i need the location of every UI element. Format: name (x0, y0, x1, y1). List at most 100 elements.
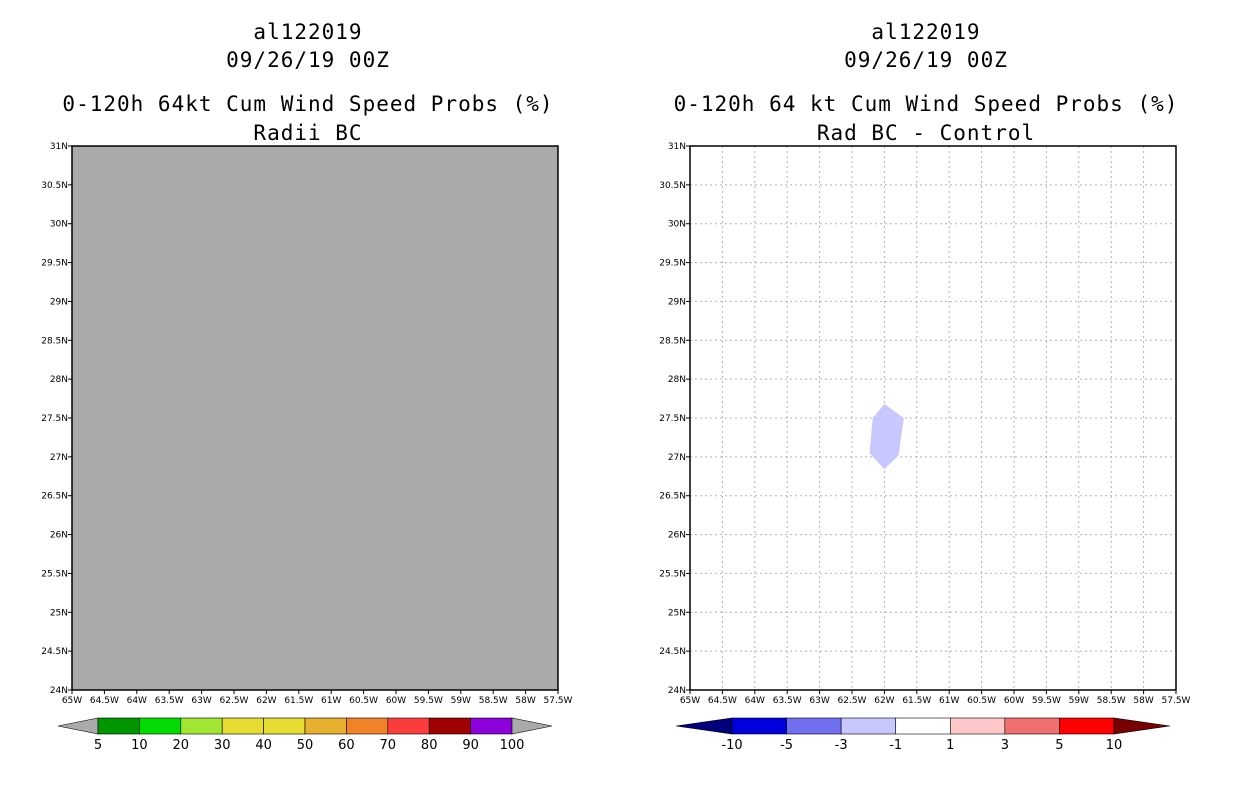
left-valid-time: 09/26/19 00Z (226, 48, 390, 72)
colorbar-label: 5 (1055, 738, 1063, 753)
x-tick-label: 64W (745, 696, 765, 706)
colorbar-low-triangle (675, 717, 733, 735)
colorbar-segment (97, 717, 140, 735)
colorbar-label: 3 (1001, 738, 1009, 753)
y-tick-label: 24N (668, 686, 686, 696)
y-tick-label: 30N (50, 220, 68, 230)
y-tick-label: 28N (668, 375, 686, 385)
right-storm-id: al122019 (871, 20, 981, 44)
colorbar-label: -1 (889, 738, 902, 753)
y-tick-label: 31N (668, 142, 686, 152)
x-tick-label: 63W (191, 696, 211, 706)
y-tick-label: 27N (50, 453, 68, 463)
y-tick-label: 24.5N (41, 647, 68, 657)
colorbar-label: 10 (131, 738, 148, 753)
y-tick-label: 26N (50, 531, 68, 541)
x-tick-label: 63.5W (773, 696, 802, 706)
colorbar-segment (221, 717, 264, 735)
colorbar-label: -3 (835, 738, 848, 753)
x-tick-label: 64.5W (708, 696, 737, 706)
y-tick-label: 29.5N (659, 259, 686, 269)
y-tick-label: 24.5N (659, 647, 686, 657)
x-tick-label: 62W (874, 696, 894, 706)
colorbar-segment (346, 717, 389, 735)
x-tick-label: 61.5W (284, 696, 313, 706)
colorbar-segment (1059, 717, 1115, 735)
x-tick-label: 59.5W (1032, 696, 1061, 706)
x-tick-label: 58W (515, 696, 535, 706)
colorbar-label: 10 (1106, 738, 1123, 753)
y-tick-label: 25N (50, 608, 68, 618)
x-tick-label: 65W (680, 696, 700, 706)
x-tick-label: 60.5W (967, 696, 996, 706)
colorbar-label: 60 (338, 738, 355, 753)
x-tick-label: 61W (939, 696, 959, 706)
colorbar-label: 90 (462, 738, 479, 753)
y-tick-label: 30N (668, 220, 686, 230)
colorbar-segment (139, 717, 182, 735)
colorbar-label: 20 (173, 738, 190, 753)
x-tick-label: 60W (1004, 696, 1024, 706)
y-tick-label: 26N (668, 531, 686, 541)
y-tick-label: 29N (50, 297, 68, 307)
x-tick-label: 60W (386, 696, 406, 706)
colorbar-segment (180, 717, 223, 735)
colorbar-segment (949, 717, 1006, 735)
x-tick-label: 63.5W (155, 696, 184, 706)
colorbar-label: 1 (946, 738, 954, 753)
x-tick-label: 60.5W (349, 696, 378, 706)
y-tick-label: 28N (50, 375, 68, 385)
x-tick-label: 64W (127, 696, 147, 706)
y-tick-label: 31N (50, 142, 68, 152)
x-tick-label: 58.5W (1097, 696, 1126, 706)
x-tick-label: 64.5W (90, 696, 119, 706)
x-tick-label: 61W (321, 696, 341, 706)
colorbar-segment (786, 717, 842, 735)
right-subtitle: Rad BC - Control (816, 121, 1036, 145)
x-tick-label: 58.5W (479, 696, 508, 706)
colorbar-label: 100 (500, 738, 525, 753)
y-tick-label: 27.5N (659, 414, 686, 424)
y-tick-label: 28.5N (41, 336, 68, 346)
y-tick-label: 25N (668, 608, 686, 618)
colorbar-label: 80 (421, 738, 438, 753)
y-tick-label: 24N (50, 686, 68, 696)
x-tick-label: 59.5W (414, 696, 443, 706)
x-tick-label: 63W (809, 696, 829, 706)
y-tick-label: 25.5N (41, 569, 68, 579)
colorbar-segment (1004, 717, 1060, 735)
colorbar-label: 5 (94, 738, 102, 753)
y-tick-label: 28.5N (659, 336, 686, 346)
y-tick-label: 27.5N (41, 414, 68, 424)
colorbar-high-triangle (511, 717, 553, 735)
x-tick-label: 62W (256, 696, 276, 706)
colorbar-segment (895, 717, 951, 735)
colorbar-segment (731, 717, 787, 735)
colorbar-segment (387, 717, 430, 735)
colorbar-label: -5 (780, 738, 793, 753)
x-tick-label: 58W (1133, 696, 1153, 706)
left-title: 0-120h 64kt Cum Wind Speed Probs (%) (62, 92, 554, 116)
colorbar-label: 30 (214, 738, 231, 753)
colorbar-high-triangle (1113, 717, 1171, 735)
colorbar-label: 40 (255, 738, 272, 753)
y-tick-label: 26.5N (41, 492, 68, 502)
x-tick-label: 65W (62, 696, 82, 706)
y-tick-label: 30.5N (659, 181, 686, 191)
y-tick-label: 29N (668, 297, 686, 307)
left-storm-id: al122019 (253, 20, 363, 44)
y-tick-label: 26.5N (659, 492, 686, 502)
y-tick-label: 29.5N (41, 259, 68, 269)
colorbar-low-triangle (57, 717, 99, 735)
y-tick-label: 27N (668, 453, 686, 463)
x-tick-label: 57.5W (1162, 696, 1191, 706)
x-tick-label: 62.5W (220, 696, 249, 706)
colorbar-segment (840, 717, 897, 735)
colorbar-segment (470, 717, 513, 735)
y-tick-label: 30.5N (41, 181, 68, 191)
x-tick-label: 62.5W (838, 696, 867, 706)
colorbar-segment (428, 717, 471, 735)
x-tick-label: 59W (1069, 696, 1089, 706)
